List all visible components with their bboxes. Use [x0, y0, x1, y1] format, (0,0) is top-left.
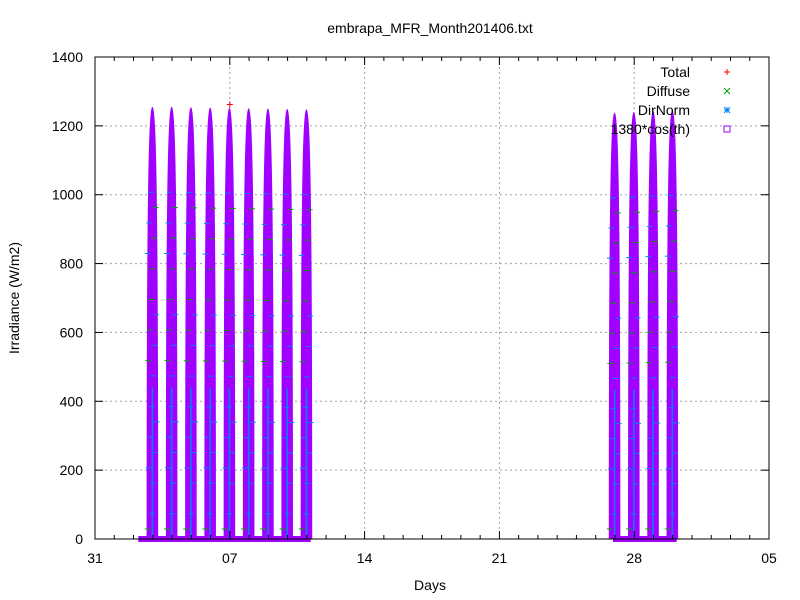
total-marker	[226, 101, 233, 108]
y-tick-label: 800	[60, 256, 84, 272]
x-tick-label: 07	[222, 550, 238, 566]
envelope-1380cos	[647, 111, 659, 539]
day-envelope	[241, 108, 256, 539]
envelope-1380cos	[165, 106, 178, 540]
legend-label: Diffuse	[647, 83, 691, 99]
legend: Total Diffuse DirNorm 1380*cos(th)	[611, 64, 731, 137]
day-envelope	[183, 107, 199, 539]
day-envelope	[664, 110, 680, 539]
day-envelope	[260, 108, 276, 540]
y-tick-label: 400	[60, 393, 84, 409]
legend-symbol	[724, 69, 730, 75]
legend-label: DirNorm	[638, 102, 690, 118]
day-envelope	[164, 106, 179, 540]
x-tick-label: 31	[87, 550, 103, 566]
y-axis-label: Irradiance (W/m2)	[6, 242, 22, 354]
envelope-1380cos	[628, 112, 640, 539]
y-tick-label: 1400	[52, 49, 83, 65]
x-axis-label: Days	[414, 577, 446, 593]
day-envelope	[626, 112, 641, 539]
day-envelope	[645, 111, 661, 539]
envelope-1380cos	[608, 112, 621, 539]
day-envelope	[298, 109, 314, 539]
y-tick-label: 0	[75, 531, 83, 547]
envelope-1380cos	[300, 109, 313, 539]
day-envelope	[279, 108, 295, 539]
legend-symbol	[723, 106, 731, 114]
x-tick-label: 14	[357, 550, 373, 566]
data-envelopes	[138, 106, 680, 542]
envelope-1380cos	[185, 107, 197, 539]
day-envelope	[144, 106, 160, 540]
y-tick-label: 600	[60, 324, 84, 340]
envelope-1380cos	[262, 108, 274, 540]
y-tick-label: 1000	[52, 187, 83, 203]
day-envelope	[606, 112, 622, 539]
envelope-1380cos	[666, 110, 679, 539]
y-tick-label: 200	[60, 462, 84, 478]
legend-label: Total	[660, 64, 690, 80]
day-envelope	[221, 107, 237, 539]
legend-symbol	[723, 125, 731, 133]
plot-frame	[94, 56, 770, 540]
chart-title: embrapa_MFR_Month201406.txt	[327, 20, 533, 36]
y-tick-label: 1200	[52, 118, 83, 134]
x-tick-label: 28	[626, 550, 642, 566]
y-axis: 0 200 400 600 800 1000 1200 1400	[52, 49, 769, 547]
envelope-1380cos	[242, 108, 255, 539]
x-axis: 31 07 14 21 28 05	[87, 57, 777, 566]
envelope-1380cos	[146, 106, 159, 540]
x-tick-label: 21	[492, 550, 508, 566]
x-tick-label: 05	[761, 550, 777, 566]
envelope-1380cos	[223, 107, 236, 539]
envelope-1380cos	[281, 108, 293, 539]
day-envelope	[202, 107, 218, 540]
envelope-1380cos	[204, 107, 216, 540]
legend-label: 1380*cos(th)	[611, 121, 690, 137]
data-markers	[226, 101, 233, 108]
legend-symbol	[723, 87, 731, 95]
